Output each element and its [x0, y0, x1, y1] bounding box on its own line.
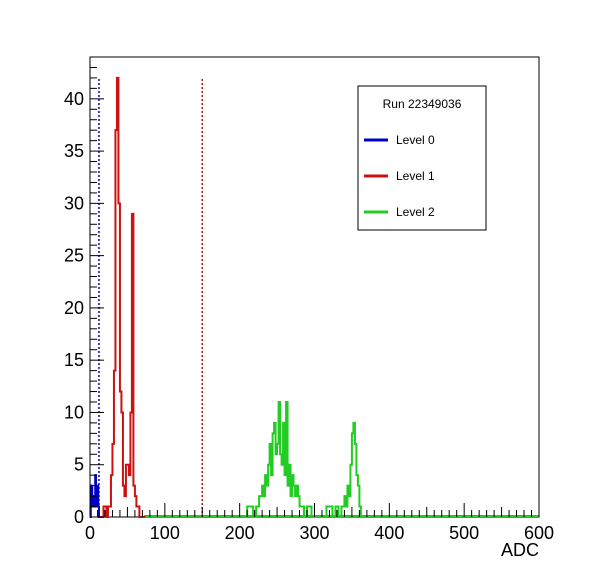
x-tick-label: 400	[374, 523, 404, 543]
x-tick-label: 500	[449, 523, 479, 543]
legend-box	[357, 85, 487, 231]
y-tick-label: 5	[74, 455, 84, 475]
y-tick-label: 40	[64, 89, 84, 109]
legend: Run 22349036 Level 0 Level 1 Level 2	[357, 85, 487, 231]
x-tick-label: 0	[85, 523, 95, 543]
legend-header: Run 22349036	[383, 97, 462, 111]
y-tick-label: 35	[64, 141, 84, 161]
y-tick-label: 25	[64, 246, 84, 266]
y-tick-label: 10	[64, 402, 84, 422]
legend-label-level-2: Level 2	[396, 205, 435, 219]
y-tick-label: 30	[64, 193, 84, 213]
legend-label-level-0: Level 0	[396, 133, 435, 147]
y-tick-label: 15	[64, 350, 84, 370]
axis-layer: 0 100 200 300 400 500 600 0 5 10 15 20 25 30 35 40	[64, 66, 554, 543]
legend-label-level-1: Level 1	[396, 169, 435, 183]
y-tick-label: 0	[74, 507, 84, 527]
x-tick-label: 300	[299, 523, 329, 543]
x-tick-label: 200	[225, 523, 255, 543]
level-1-series	[98, 76, 146, 518]
y-tick-label: 20	[64, 298, 84, 318]
x-axis-title: ADC	[501, 540, 539, 560]
x-tick-label: 100	[150, 523, 180, 543]
level-2-series	[243, 401, 366, 518]
x-tick-label: 600	[524, 523, 554, 543]
